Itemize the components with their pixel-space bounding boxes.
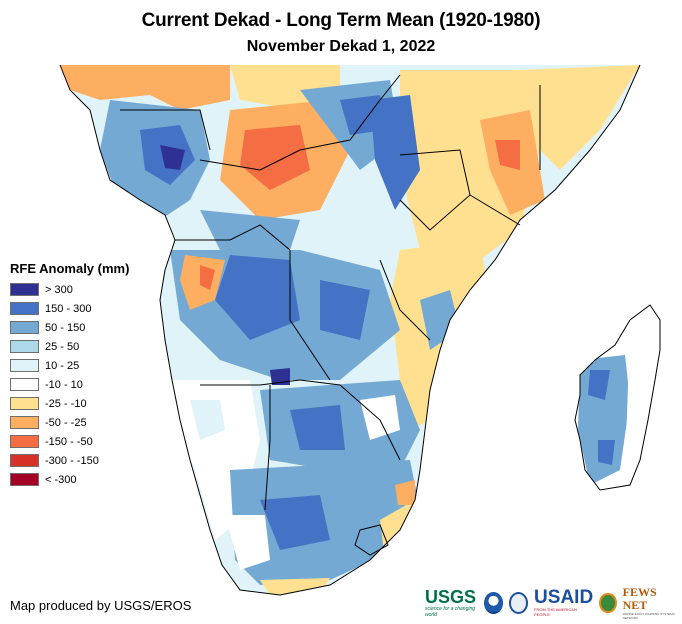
madagascar-layer [575,305,660,490]
legend-label: -50 - -25 [45,416,87,429]
legend-swatch [10,302,39,315]
legend-item: 50 - 150 [10,318,129,337]
partner-logos: USGS science for a changing world USAID … [425,585,680,621]
legend-item: > 300 [10,280,129,299]
legend-label: 25 - 50 [45,340,80,353]
legend-label: -300 - -150 [45,454,99,467]
legend-swatch [10,283,39,296]
legend-item: < -300 [10,470,129,489]
fews-net-logo: FEWS NET FAMINE EARLY WARNING SYSTEMS NE… [622,585,675,621]
fews-globe-icon [599,593,617,613]
region-madagascar-east [625,330,660,480]
map-subtitle: November Dekad 1, 2022 [246,38,436,55]
anomaly-map [59,64,661,596]
legend-swatch [10,416,39,429]
usaid-logo: USAID FROM THE AMERICAN PEOPLE [534,587,594,617]
legend-swatch [10,473,39,486]
legend-label: -25 - -10 [45,397,87,410]
mainland-layer [60,65,640,595]
legend-swatch [10,378,39,391]
legend-label: 10 - 25 [45,359,80,372]
map-title: Current Dekad - Long Term Mean (1920-198… [141,10,541,31]
legend-label: < -300 [45,473,77,486]
legend-label: 50 - 150 [45,321,86,334]
legend-label: > 300 [45,283,73,296]
legend-swatch [10,435,39,448]
noaa-logo-icon [484,592,503,614]
legend-title: RFE Anomaly (mm) [10,261,130,276]
legend-item: -50 - -25 [10,413,129,432]
usaid-seal-icon [508,592,529,614]
map-credit: Map produced by USGS/EROS [10,598,192,613]
legend-label: -150 - -50 [45,435,93,448]
legend-label: -10 - 10 [45,378,83,391]
legend-item: 25 - 50 [10,337,129,356]
region-west-central-coast [60,65,230,110]
region-horn-somalia [520,65,640,170]
madagascar-border [574,304,661,491]
legend-swatch [10,340,39,353]
legend-item: -150 - -50 [10,432,129,451]
usgs-logo: USGS science for a changing world [425,587,477,618]
legend-swatch [10,397,39,410]
legend-item: -10 - 10 [10,375,129,394]
country-borders [59,64,641,596]
legend-item: -300 - -150 [10,451,129,470]
legend-swatch [10,321,39,334]
legend: RFE Anomaly (mm) > 300 150 - 300 50 - 150 2… [10,261,129,489]
legend-item: -25 - -10 [10,394,129,413]
legend-swatch [10,454,39,467]
legend-item: 10 - 25 [10,356,129,375]
legend-item: 150 - 300 [10,299,129,318]
legend-label: 150 - 300 [45,302,92,315]
legend-swatch [10,359,39,372]
